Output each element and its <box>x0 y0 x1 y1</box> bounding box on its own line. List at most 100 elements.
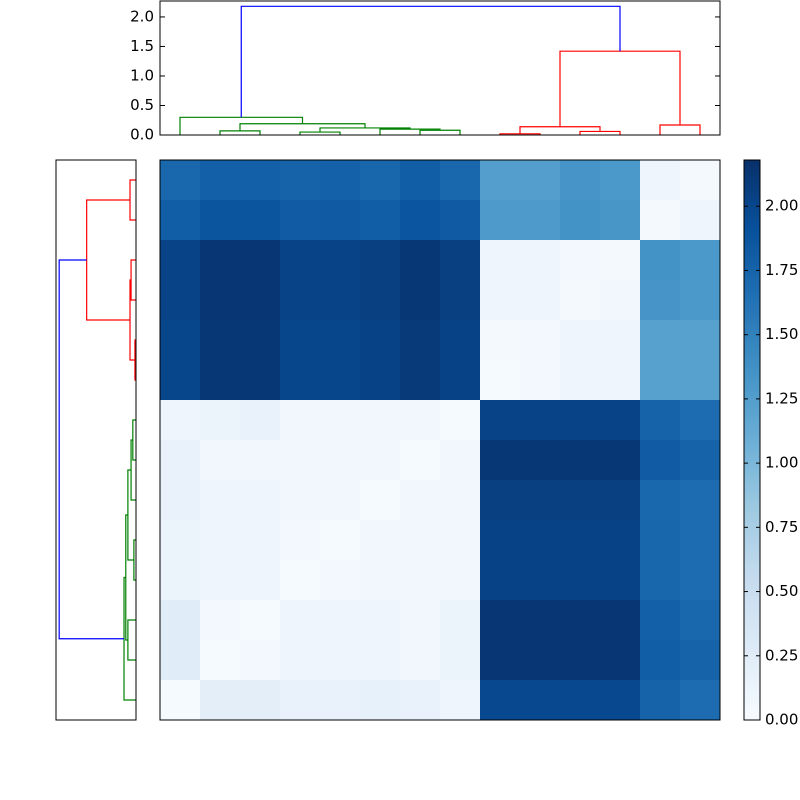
dendrogram-link <box>129 179 136 221</box>
heatmap-cell <box>440 560 481 601</box>
dendrogram-link <box>240 5 621 118</box>
heatmap-cell <box>320 520 361 561</box>
heatmap-cell <box>480 560 521 601</box>
heatmap-cell <box>680 440 721 481</box>
heatmap-cell <box>400 520 441 561</box>
heatmap-cell <box>600 240 641 281</box>
heatmap-cell <box>640 600 681 641</box>
heatmap-cell <box>560 560 601 601</box>
heatmap-cell <box>640 680 681 721</box>
heatmap-cell <box>440 480 481 521</box>
heatmap-cell <box>640 560 681 601</box>
heatmap-cell <box>400 160 441 201</box>
heatmap-cell <box>360 200 401 241</box>
heatmap-cell <box>360 440 401 481</box>
y-tick-label: 1.0 <box>130 66 154 84</box>
heatmap-cell <box>440 520 481 561</box>
dendrogram-frame <box>159 0 721 136</box>
heatmap-cell <box>240 680 281 721</box>
heatmap-cell <box>640 440 681 481</box>
heatmap-cell <box>200 600 241 641</box>
heatmap-cell <box>280 200 321 241</box>
heatmap-cell <box>520 360 561 401</box>
heatmap-cell <box>680 640 721 681</box>
heatmap-cell <box>360 240 401 281</box>
heatmap-cell <box>560 240 601 281</box>
heatmap-cell <box>400 480 441 521</box>
heatmap-cell <box>360 480 401 521</box>
heatmap-cell <box>560 640 601 681</box>
heatmap-cell <box>680 320 721 361</box>
heatmap-cell <box>240 520 281 561</box>
heatmap-cell <box>520 400 561 441</box>
heatmap-cell <box>280 320 321 361</box>
dendrogram-link <box>379 128 441 135</box>
heatmap-cell <box>560 480 601 521</box>
y-tick-label: 1.5 <box>130 37 154 55</box>
heatmap-cell <box>400 360 441 401</box>
heatmap-cell <box>280 560 321 601</box>
heatmap-cell <box>480 440 521 481</box>
heatmap-cell <box>640 280 681 321</box>
heatmap-cell <box>680 160 721 201</box>
heatmap-cell <box>280 520 321 561</box>
dendrogram-link <box>219 130 261 135</box>
heatmap-cell <box>160 240 201 281</box>
heatmap-cell <box>280 360 321 401</box>
heatmap-cell <box>160 200 201 241</box>
heatmap-cell <box>240 320 281 361</box>
heatmap-cell <box>560 680 601 721</box>
heatmap-cell <box>640 640 681 681</box>
y-tick-label: 2.0 <box>130 7 154 25</box>
heatmap-cell <box>400 400 441 441</box>
heatmap-cell <box>440 200 481 241</box>
heatmap-cell <box>320 240 361 281</box>
heatmap-cell <box>400 240 441 281</box>
heatmap-cell <box>520 200 561 241</box>
heatmap-cell <box>200 440 241 481</box>
y-tick-label: 0.5 <box>130 96 154 114</box>
heatmap-cell <box>680 520 721 561</box>
heatmap-cell <box>600 160 641 201</box>
dendrogram-link <box>130 259 136 301</box>
heatmap-cell <box>240 160 281 201</box>
heatmap-cell <box>160 560 201 601</box>
heatmap-cell <box>680 600 721 641</box>
heatmap-cell <box>600 440 641 481</box>
heatmap-cell <box>440 680 481 721</box>
heatmap-cell <box>160 160 201 201</box>
dendrogram-link <box>129 279 135 361</box>
heatmap-cell <box>600 480 641 521</box>
colorbar <box>743 159 761 721</box>
heatmap-cell <box>520 560 561 601</box>
dendrogram-link <box>127 619 136 661</box>
heatmap-cell <box>320 560 361 601</box>
heatmap-cell <box>360 400 401 441</box>
heatmap-cell <box>560 400 601 441</box>
heatmap-cell <box>280 400 321 441</box>
dendrogram-link <box>419 129 461 135</box>
heatmap-cell <box>320 600 361 641</box>
heatmap-frame <box>159 159 721 721</box>
dendrogram-link <box>559 50 681 127</box>
dendrogram-link <box>123 576 136 701</box>
heatmap-cell <box>280 640 321 681</box>
heatmap-cell <box>520 680 561 721</box>
heatmap-cell <box>200 200 241 241</box>
heatmap-cell <box>160 480 201 521</box>
heatmap-cell <box>680 560 721 601</box>
heatmap-cell <box>160 320 201 361</box>
dendrogram-link <box>659 124 701 135</box>
heatmap-cell <box>560 320 601 361</box>
heatmap-cell <box>520 520 561 561</box>
dendrogram-link <box>179 116 304 135</box>
heatmap-cell <box>640 400 681 441</box>
heatmap-cell <box>560 280 601 321</box>
heatmap-cell <box>520 640 561 681</box>
heatmap-cell <box>360 600 401 641</box>
heatmap-cell <box>160 600 201 641</box>
heatmap-cell <box>160 360 201 401</box>
colorbar-tick-label: 0.50 <box>765 582 798 600</box>
heatmap-cell <box>280 240 321 281</box>
